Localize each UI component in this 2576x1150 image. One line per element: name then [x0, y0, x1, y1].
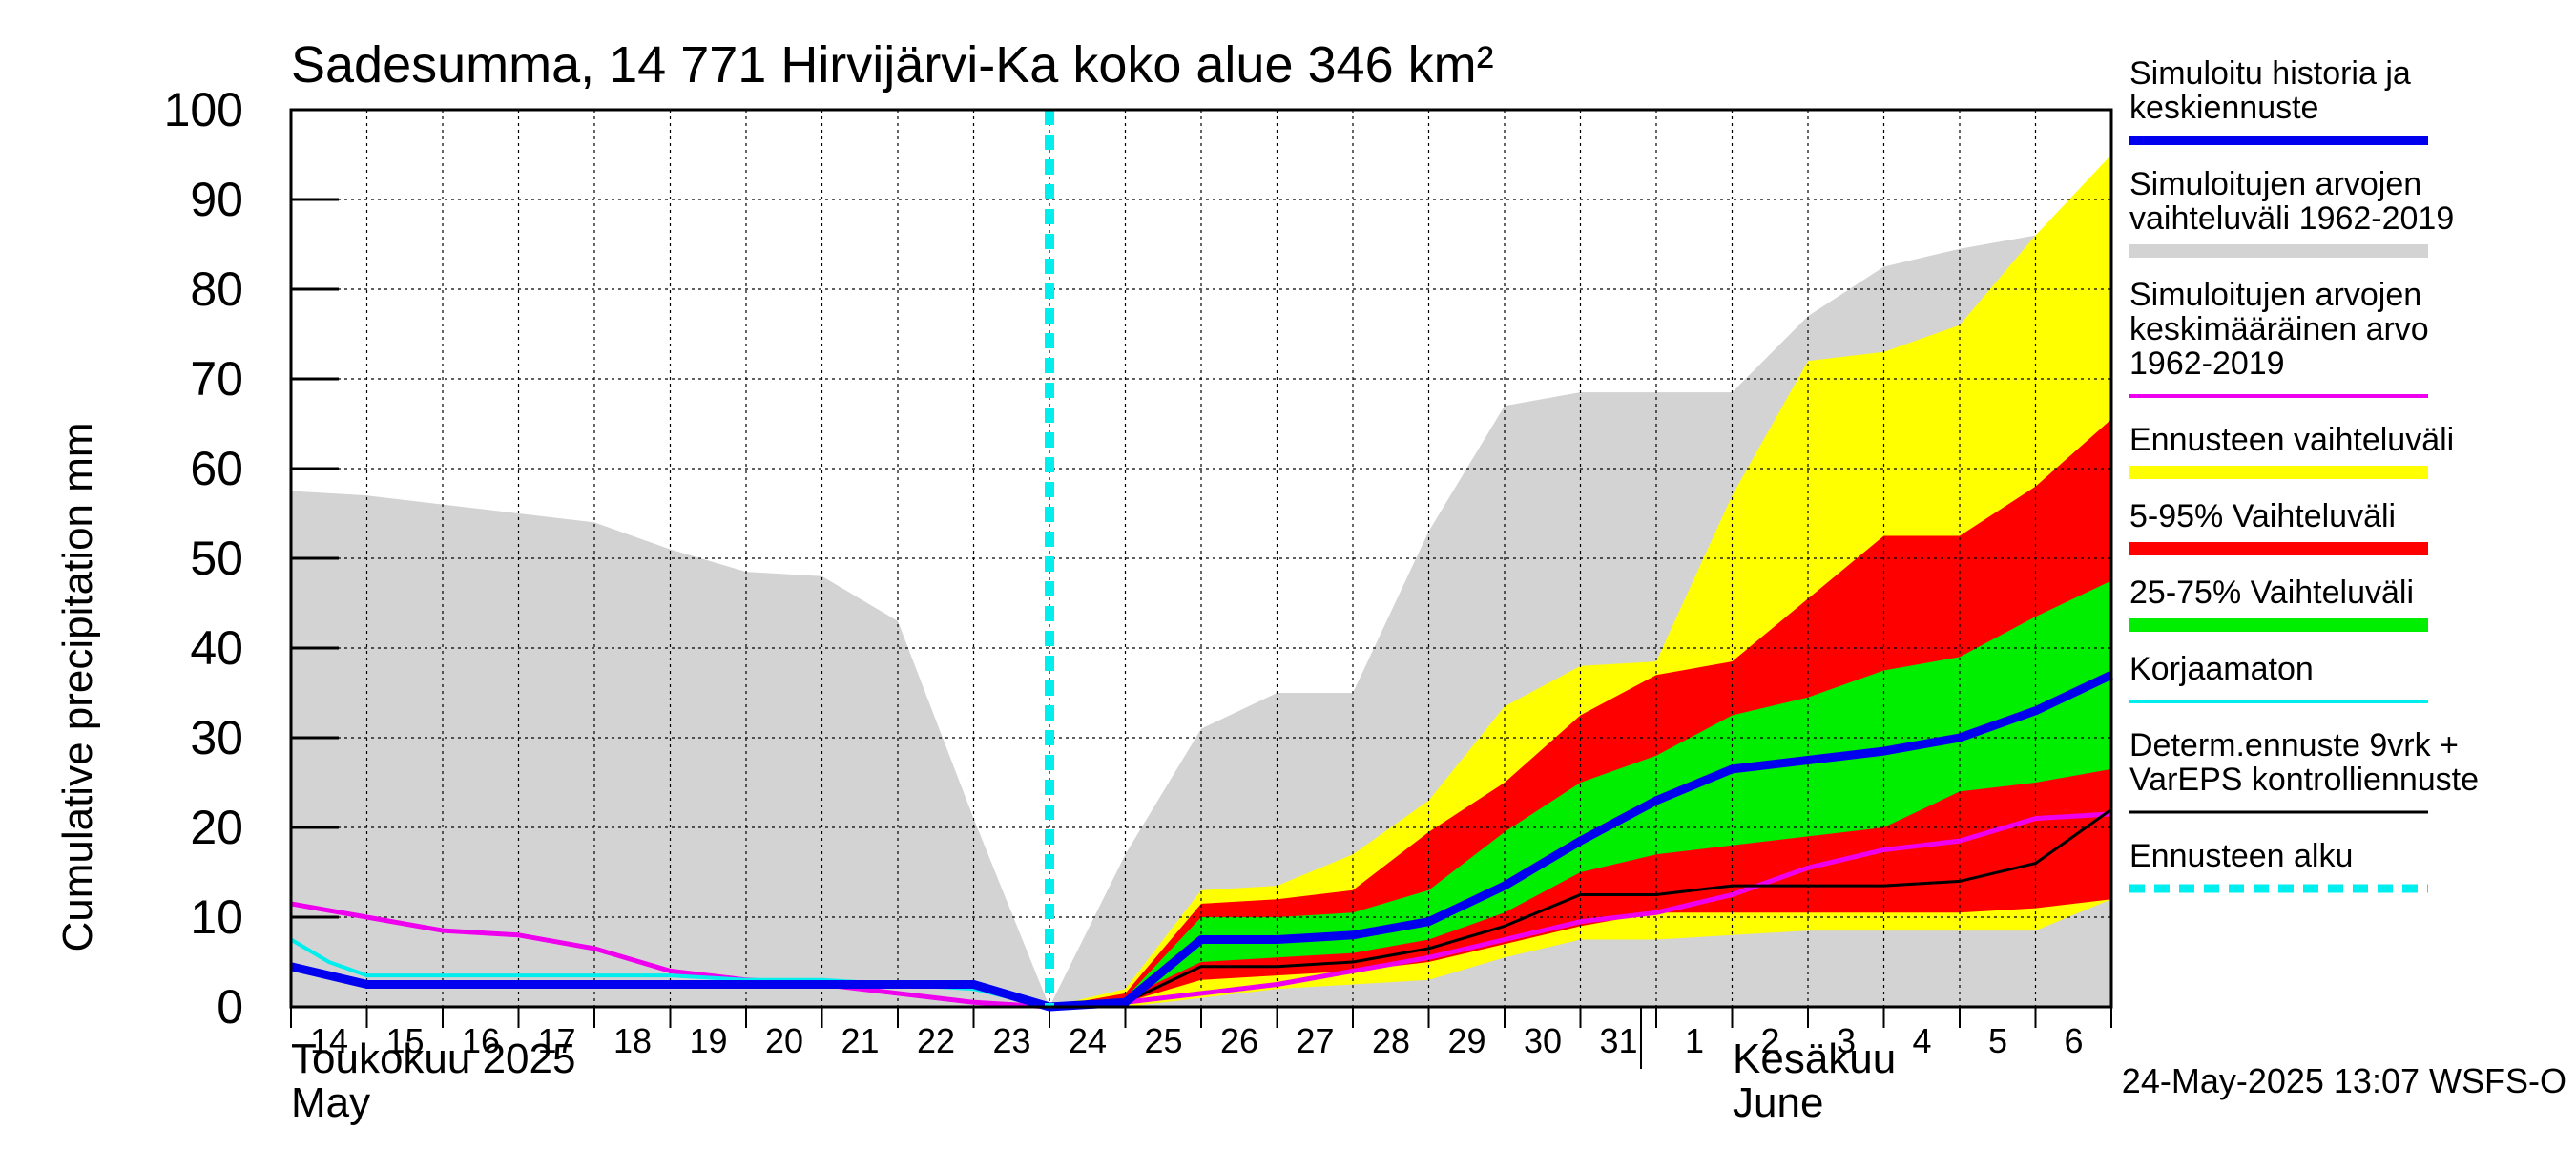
- series-line-0: [290, 811, 2112, 1010]
- series-line-2: [1049, 807, 2112, 1009]
- y-axis-label: Cumulative precipitation mm: [54, 422, 101, 951]
- y-tick-label: 10: [190, 890, 243, 944]
- y-tick-label: 70: [190, 352, 243, 406]
- legend-label-1: vaihteluväli 1962-2019: [2129, 200, 2454, 237]
- x-tick-label: 6: [2064, 1021, 2083, 1060]
- legend-label-8: Ennusteen alku: [2129, 838, 2353, 874]
- y-tick-label: 0: [217, 980, 243, 1034]
- x-tick-label: 22: [917, 1021, 955, 1060]
- x-tick-label: 15: [385, 1021, 424, 1060]
- y-tick-label: 80: [190, 262, 243, 316]
- x-tick-label: 20: [765, 1021, 803, 1060]
- x-tick-label: 31: [1599, 1021, 1637, 1060]
- legend-label-1: Simuloitujen arvojen: [2129, 166, 2421, 202]
- x-tick-label: 5: [1988, 1021, 2007, 1060]
- x-tick-label: 16: [462, 1021, 500, 1060]
- x-tick-label: 28: [1372, 1021, 1410, 1060]
- x-tick-label: 1: [1685, 1021, 1704, 1060]
- legend-label-4: 5-95% Vaihteluväli: [2129, 498, 2396, 534]
- legend-label-2: Simuloitujen arvojen: [2129, 277, 2421, 313]
- legend-label-7: VarEPS kontrolliennuste: [2129, 762, 2479, 798]
- y-tick-label: 100: [164, 83, 243, 136]
- y-tick-label: 40: [190, 621, 243, 675]
- x-tick-label: 3: [1837, 1021, 1856, 1060]
- legend-label-5: 25-75% Vaihteluväli: [2129, 575, 2414, 611]
- x-tick-label: 21: [841, 1021, 879, 1060]
- legend-label-3: Ennusteen vaihteluväli: [2129, 422, 2454, 458]
- y-tick-label: 30: [190, 711, 243, 764]
- legend-label-0: keskiennuste: [2129, 90, 2318, 126]
- month-label-may-en: May: [291, 1079, 370, 1126]
- series-line-3: [289, 671, 2113, 1012]
- legend-label-7: Determ.ennuste 9vrk +: [2129, 727, 2459, 763]
- chart-title: Sadesumma, 14 771 Hirvijärvi-Ka koko alu…: [291, 36, 1494, 94]
- x-tick-label: 23: [992, 1021, 1030, 1060]
- x-tick-label: 29: [1447, 1021, 1485, 1060]
- x-tick-label: 26: [1220, 1021, 1258, 1060]
- legend-label-2: keskimääräinen arvo: [2129, 311, 2429, 347]
- month-label-may-fi: Toukokuu 2025: [291, 1035, 575, 1082]
- legend-label-6: Korjaamaton: [2129, 651, 2314, 687]
- month-label-june-en: June: [1733, 1079, 1823, 1126]
- x-tick-label: 27: [1296, 1021, 1334, 1060]
- x-tick-label: 4: [1912, 1021, 1931, 1060]
- y-tick-label: 90: [190, 173, 243, 226]
- y-tick-label: 60: [190, 442, 243, 495]
- x-tick-label: 2: [1760, 1021, 1779, 1060]
- timestamp: 24-May-2025 13:07 WSFS-O: [2122, 1061, 2566, 1100]
- legend-label-0: Simuloitu historia ja: [2129, 55, 2411, 92]
- y-tick-label: 20: [190, 801, 243, 854]
- x-tick-label: 17: [537, 1021, 575, 1060]
- y-tick-label: 50: [190, 532, 243, 585]
- x-tick-label: 24: [1069, 1021, 1107, 1060]
- month-label-june-fi: Kesäkuu: [1733, 1035, 1896, 1082]
- legend-label-2: 1962-2019: [2129, 345, 2285, 382]
- x-tick-label: 18: [613, 1021, 652, 1060]
- x-tick-label: 14: [310, 1021, 348, 1060]
- x-tick-label: 25: [1144, 1021, 1182, 1060]
- x-tick-label: 30: [1524, 1021, 1562, 1060]
- x-tick-label: 19: [689, 1021, 727, 1060]
